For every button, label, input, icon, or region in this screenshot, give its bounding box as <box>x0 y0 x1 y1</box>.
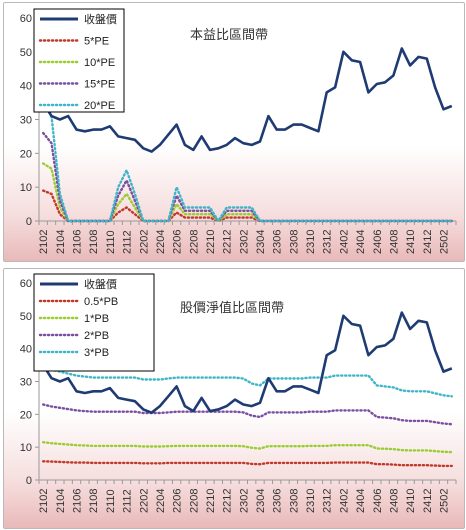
y-tick-label: 0 <box>26 216 32 228</box>
y-tick-label: 30 <box>20 377 32 389</box>
x-tick-label: 2106 <box>72 230 84 254</box>
x-tick-label: 2406 <box>372 230 384 254</box>
series-line-pe5 <box>42 189 453 223</box>
x-tick-label: 2304 <box>255 489 267 513</box>
y-tick-label: 60 <box>20 13 32 25</box>
y-tick-label: 60 <box>20 278 32 290</box>
x-tick-label: 2410 <box>405 230 417 254</box>
legend-label-pe10: 10*PE <box>84 57 115 69</box>
x-tick-label: 2502 <box>438 230 450 254</box>
legend-label-pe20: 20*PE <box>84 100 115 112</box>
x-tick-label: 2110 <box>105 489 117 513</box>
x-tick-label: 2408 <box>388 489 400 513</box>
x-tick-label: 2404 <box>355 230 367 254</box>
x-tick-label: 2208 <box>188 230 200 254</box>
series-line-close <box>42 311 453 414</box>
x-tick-label: 2310 <box>305 230 317 254</box>
chart-title: 股價淨值比區間帶 <box>180 300 284 315</box>
legend-label-pb1: 1*PB <box>84 313 109 325</box>
pe-band-chart-panel: 0 10 20 30 40 50 60 2102 2104 2106 2108 2110 2112 220… <box>3 2 465 262</box>
y-tick-label: 40 <box>20 81 32 93</box>
legend-label-pe15: 15*PE <box>84 79 115 91</box>
series-line-pb3 <box>42 365 453 398</box>
x-tick-label: 2204 <box>155 489 167 513</box>
x-tick-label: 2302 <box>238 230 250 254</box>
x-tick-label: 2402 <box>338 230 350 254</box>
y-tick-label: 20 <box>20 409 32 421</box>
series-line-pe20 <box>42 101 453 224</box>
y-tick-label: 40 <box>20 344 32 356</box>
y-tick-label: 50 <box>20 47 32 59</box>
pb-band-chart-panel: 0 10 20 30 40 50 60 2102 2104 2106 2108 2110 2112 220… <box>3 268 465 529</box>
x-tick-label: 2106 <box>72 489 84 513</box>
y-tick-label: 30 <box>20 115 32 127</box>
series-line-close <box>42 47 453 153</box>
x-tick-label: 2410 <box>405 489 417 513</box>
x-tick-label: 2406 <box>372 489 384 513</box>
series-line-pe10 <box>42 162 453 223</box>
legend-label-pb2: 2*PB <box>84 330 109 342</box>
x-tick-label: 2404 <box>355 489 367 513</box>
x-tick-label: 2102 <box>38 489 50 513</box>
legend-label-close: 收盤價 <box>84 12 117 26</box>
series-line-pb2 <box>42 403 453 426</box>
chart-title: 本益比區間帶 <box>190 27 268 42</box>
y-tick-label: 10 <box>20 442 32 454</box>
x-tick-label: 2412 <box>422 489 434 513</box>
legend-box <box>33 273 155 372</box>
x-tick-label: 2112 <box>122 230 134 254</box>
x-tick-label: 2302 <box>238 489 250 513</box>
x-tick-label: 2202 <box>138 230 150 254</box>
series-line-pb05 <box>42 460 453 468</box>
x-tick-label: 2306 <box>272 489 284 513</box>
y-tick-label: 20 <box>20 148 32 160</box>
x-tick-label: 2212 <box>222 230 234 254</box>
legend-label-pe5: 5*PE <box>84 36 109 48</box>
x-tick-label: 2210 <box>205 489 217 513</box>
pe-band-chart: 0 10 20 30 40 50 60 2102 2104 2106 2108 2110 2112 220… <box>20 8 457 254</box>
x-tick-label: 2108 <box>88 230 100 254</box>
x-tick-label: 2408 <box>388 230 400 254</box>
x-tick-label: 2310 <box>305 489 317 513</box>
x-tick-label: 2312 <box>322 230 334 254</box>
x-tick-label: 2108 <box>88 489 100 513</box>
x-tick-label: 2206 <box>172 489 184 513</box>
x-tick-label: 2306 <box>272 230 284 254</box>
series-line-pb1 <box>42 440 453 454</box>
x-tick-label: 2308 <box>288 230 300 254</box>
x-tick-label: 2304 <box>255 230 267 254</box>
x-tick-label: 2110 <box>105 230 117 254</box>
x-tick-label: 2308 <box>288 489 300 513</box>
series-line-pe15 <box>42 131 453 223</box>
y-tick-label: 0 <box>26 475 32 487</box>
y-tick-label: 10 <box>20 182 32 194</box>
x-tick-label: 2202 <box>138 489 150 513</box>
x-tick-label: 2112 <box>122 489 134 513</box>
x-tick-label: 2204 <box>155 230 167 254</box>
legend-label-close: 收盤價 <box>84 277 117 291</box>
x-tick-label: 2210 <box>205 230 217 254</box>
x-tick-label: 2312 <box>322 489 334 513</box>
y-tick-label: 50 <box>20 311 32 323</box>
x-tick-label: 2208 <box>188 489 200 513</box>
x-tick-label: 2212 <box>222 489 234 513</box>
legend: 收盤價 0.5*PB 1*PB 2*PB 3*PB <box>33 273 155 372</box>
legend-label-pb05: 0.5*PB <box>84 296 118 308</box>
x-tick-label: 2402 <box>338 489 350 513</box>
x-tick-label: 2412 <box>422 230 434 254</box>
legend: 收盤價 5*PE 10*PE 15*PE 20*PE <box>33 8 125 113</box>
x-tick-label: 2502 <box>438 489 450 513</box>
x-tick-label: 2102 <box>38 230 50 254</box>
legend-box <box>33 8 125 113</box>
x-tick-label: 2206 <box>172 230 184 254</box>
x-tick-label: 2104 <box>55 230 67 254</box>
legend-label-pb3: 3*PB <box>84 347 109 359</box>
pb-band-chart: 0 10 20 30 40 50 60 2102 2104 2106 2108 2110 2112 220… <box>20 273 457 513</box>
x-tick-label: 2104 <box>55 489 67 513</box>
